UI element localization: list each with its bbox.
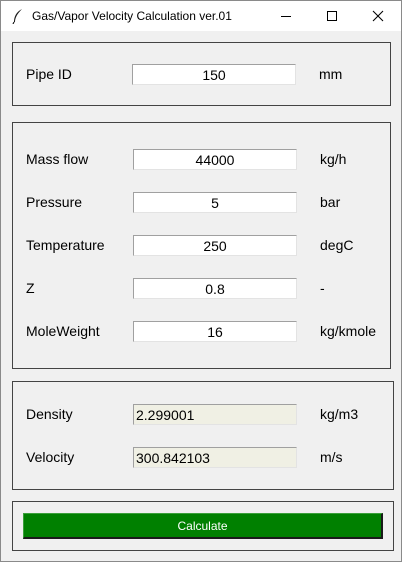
window-title: Gas/Vapor Velocity Calculation ver.01	[32, 9, 232, 23]
pipe-id-label: Pipe ID	[26, 66, 72, 82]
mole-weight-label: MoleWeight	[26, 323, 100, 339]
z-unit: -	[320, 280, 325, 296]
mole-weight-input[interactable]	[133, 321, 297, 342]
title-bar: Gas/Vapor Velocity Calculation ver.01	[1, 1, 401, 31]
pipe-id-input[interactable]	[132, 64, 296, 85]
mass-flow-input[interactable]	[133, 149, 297, 170]
feather-icon	[11, 8, 25, 25]
z-label: Z	[26, 280, 35, 296]
mole-weight-unit: kg/kmole	[320, 323, 377, 339]
results-frame	[12, 381, 394, 490]
minimize-button[interactable]	[263, 1, 309, 31]
velocity-unit: m/s	[320, 449, 343, 465]
density-unit: kg/m3	[320, 406, 359, 422]
pipe-id-unit: mm	[319, 66, 343, 82]
maximize-button[interactable]	[309, 1, 355, 31]
pressure-input[interactable]	[133, 192, 297, 213]
calculate-button[interactable]: Calculate	[23, 513, 383, 539]
temperature-unit: degC	[320, 237, 354, 253]
pressure-label: Pressure	[26, 194, 83, 210]
temperature-input[interactable]	[133, 235, 297, 256]
maximize-icon	[327, 11, 337, 21]
mass-flow-label: Mass flow	[26, 151, 89, 167]
z-input[interactable]	[133, 278, 297, 299]
close-button[interactable]	[355, 1, 401, 31]
density-label: Density	[26, 406, 73, 422]
velocity-output[interactable]	[133, 447, 297, 468]
pressure-unit: bar	[320, 194, 341, 210]
close-icon	[372, 10, 384, 22]
minimize-icon	[281, 16, 291, 17]
temperature-label: Temperature	[26, 237, 105, 253]
density-output[interactable]	[133, 404, 297, 425]
velocity-label: Velocity	[26, 449, 75, 465]
mass-flow-unit: kg/h	[320, 151, 347, 167]
